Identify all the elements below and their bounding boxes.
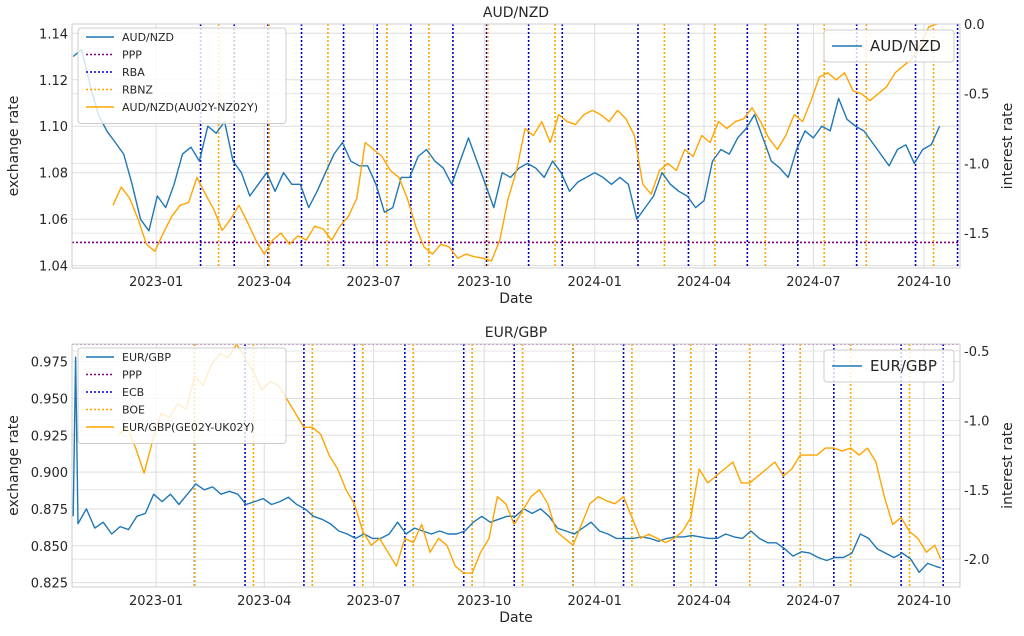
x-tick-label: 2024-07: [786, 275, 840, 290]
x-tick-label: 2023-10: [457, 594, 511, 609]
y2-tick-label: -1.0: [964, 414, 989, 429]
y-axis-label: exchange rate: [6, 415, 22, 516]
legend-entry-label: EUR/GBP(GE02Y-UK02Y): [122, 421, 254, 434]
y2-tick-label: -0.5: [964, 88, 989, 103]
x-tick-label: 2024-10: [897, 594, 951, 609]
legend-entry-label: AUD/NZD: [870, 37, 941, 55]
y-tick-label: 1.04: [39, 260, 68, 275]
y-tick-label: 0.825: [31, 577, 68, 592]
legend-right: EUR/GBP: [823, 349, 955, 383]
y-tick-label: 0.900: [31, 466, 68, 481]
x-tick-label: 2024-10: [897, 275, 951, 290]
y-tick-label: 1.08: [39, 167, 68, 182]
y-tick-label: 0.950: [31, 392, 68, 407]
x-tick-label: 2023-07: [346, 594, 400, 609]
legend-left-box: [77, 347, 287, 444]
y2-tick-label: 0.0: [964, 18, 985, 33]
x-tick-label: 2024-04: [677, 594, 731, 609]
y2-tick-label: -2.0: [964, 553, 989, 568]
legend-entry-label: AUD/NZD: [122, 31, 174, 44]
x-tick-label: 2024-01: [568, 594, 622, 609]
x-axis-label: Date: [499, 610, 532, 626]
legend-entry-label: AUD/NZD(AU02Y-NZ02Y): [122, 101, 258, 114]
x-axis-label: Date: [499, 291, 532, 307]
x-tick-label: 2024-04: [677, 275, 731, 290]
y2-tick-label: -1.5: [964, 227, 989, 242]
legend-left-box: [77, 27, 287, 124]
legend-entry-label: PPP: [122, 369, 142, 382]
y2-tick-label: -1.5: [964, 484, 989, 499]
y2-tick-label: -0.5: [964, 345, 989, 360]
y-tick-label: 0.875: [31, 503, 68, 518]
y-tick-label: 0.850: [31, 540, 68, 555]
y-tick-label: 0.975: [31, 356, 68, 371]
y-tick-label: 1.14: [39, 27, 68, 42]
y-tick-label: 1.10: [39, 120, 68, 135]
legend-left: AUD/NZD PPP RBA RBNZ AUD/NZD(AU02Y-NZ02Y): [77, 27, 287, 124]
y2-tick-label: -1.0: [964, 157, 989, 172]
eur-gbp-panel: 2023-01 2023-04 2023-07 2023-10 2024-01 2024-…: [6, 325, 1016, 626]
plot-frame: [71, 343, 961, 588]
y-tick-label: 0.925: [31, 429, 68, 444]
y-tick-label: 1.12: [39, 74, 68, 89]
legend-entry-label: BOE: [122, 404, 145, 417]
legend-right-box: [823, 349, 955, 383]
x-tick-label: 2024-07: [786, 594, 840, 609]
legend-right: AUD/NZD: [823, 29, 955, 63]
legend-left: EUR/GBP PPP ECB BOE EUR/GBP(GE02Y-UK02Y): [77, 347, 287, 444]
y2-axis-label: interest rate: [1000, 103, 1016, 190]
legend-entry-label: EUR/GBP: [122, 351, 171, 364]
x-tick-label: 2023-01: [129, 594, 183, 609]
legend-entry-label: EUR/GBP: [870, 357, 937, 375]
plot-frame: [71, 23, 961, 269]
y-axis-label: exchange rate: [6, 96, 22, 197]
x-tick-label: 2023-04: [237, 275, 291, 290]
x-tick-label: 2023-04: [237, 594, 291, 609]
exchange-rate-series-line: [72, 48, 941, 232]
chart-title: EUR/GBP: [485, 325, 547, 341]
exchange-rate-series-line: [72, 356, 942, 573]
legend-entry-label: PPP: [122, 49, 142, 62]
plot-content: [72, 344, 960, 587]
x-tick-label: 2023-01: [129, 275, 183, 290]
interest-rate-series-line: [112, 24, 938, 262]
y2-axis-label: interest rate: [1000, 422, 1016, 509]
x-tick-label: 2024-01: [568, 275, 622, 290]
y-tick-label: 1.06: [39, 213, 68, 228]
x-tick-label: 2023-10: [457, 275, 511, 290]
legend-entry-label: RBA: [122, 66, 145, 79]
legend-right-box: [823, 29, 955, 63]
aud-nzd-panel: 2023-01 2023-04 2023-07 2023-10 2024-01 2024-…: [6, 5, 1016, 307]
legend-entry-label: ECB: [122, 386, 144, 399]
chart-title: AUD/NZD: [483, 5, 549, 21]
x-tick-label: 2023-07: [346, 275, 400, 290]
legend-entry-label: RBNZ: [122, 84, 153, 97]
